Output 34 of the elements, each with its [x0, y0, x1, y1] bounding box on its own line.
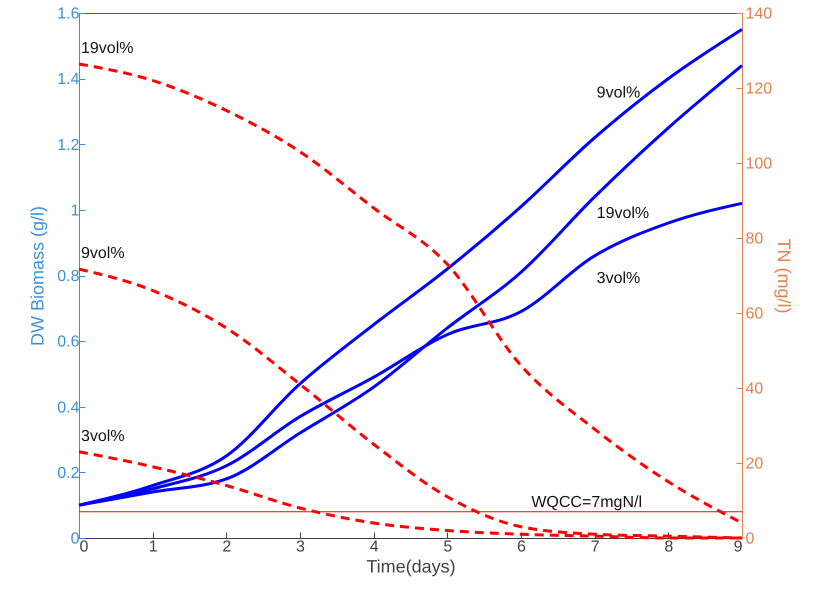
y2-tick-label: 60	[746, 306, 764, 322]
y2-axis-title: TN (mg/l)	[774, 238, 794, 314]
x-tick-label: 1	[148, 538, 158, 556]
series-label: 19vol%	[81, 40, 134, 57]
y-tick-label: 1.2	[57, 136, 80, 154]
y-tick-label: 1	[70, 202, 80, 220]
series-label: 9vol%	[596, 84, 640, 102]
y2-tick-label: 120	[746, 80, 772, 98]
x-axis-title: Time(days)	[366, 556, 456, 576]
y-tick-label: 0.8	[57, 268, 80, 285]
y-axis-title: DW Biomass (g/l)	[27, 206, 48, 346]
y2-tick-label: 20	[746, 456, 764, 472]
y2-tick-label: 100	[746, 156, 772, 172]
y-tick-label: 0.4	[57, 399, 80, 416]
series-label: 9vol%	[81, 245, 125, 262]
y-tick-label: 0.6	[57, 334, 80, 351]
x-tick-label: 2	[222, 538, 232, 556]
ref-line-label: WQCC=7mgN/l	[531, 494, 642, 511]
series-label: 3vol%	[81, 428, 125, 445]
x-tick-label: 5	[443, 538, 452, 556]
x-tick-label: 6	[517, 538, 526, 556]
x-tick-label: 3	[296, 538, 306, 556]
y-tick-label: 0.2	[57, 464, 80, 482]
x-tick-label: 9	[734, 538, 743, 556]
y2-tick-label: 80	[746, 230, 764, 248]
series-label: 19vol%	[596, 204, 650, 222]
series-label: 3vol%	[596, 270, 640, 287]
y-tick-label: 1.6	[57, 6, 80, 22]
x-tick-label: 8	[664, 538, 674, 556]
x-tick-label: 4	[370, 538, 379, 556]
y2-tick-label: 40	[746, 380, 764, 398]
y2-tick-label: 140	[746, 6, 772, 22]
x-tick-label: 7	[590, 538, 600, 556]
y-tick-label: 1.4	[57, 71, 80, 88]
